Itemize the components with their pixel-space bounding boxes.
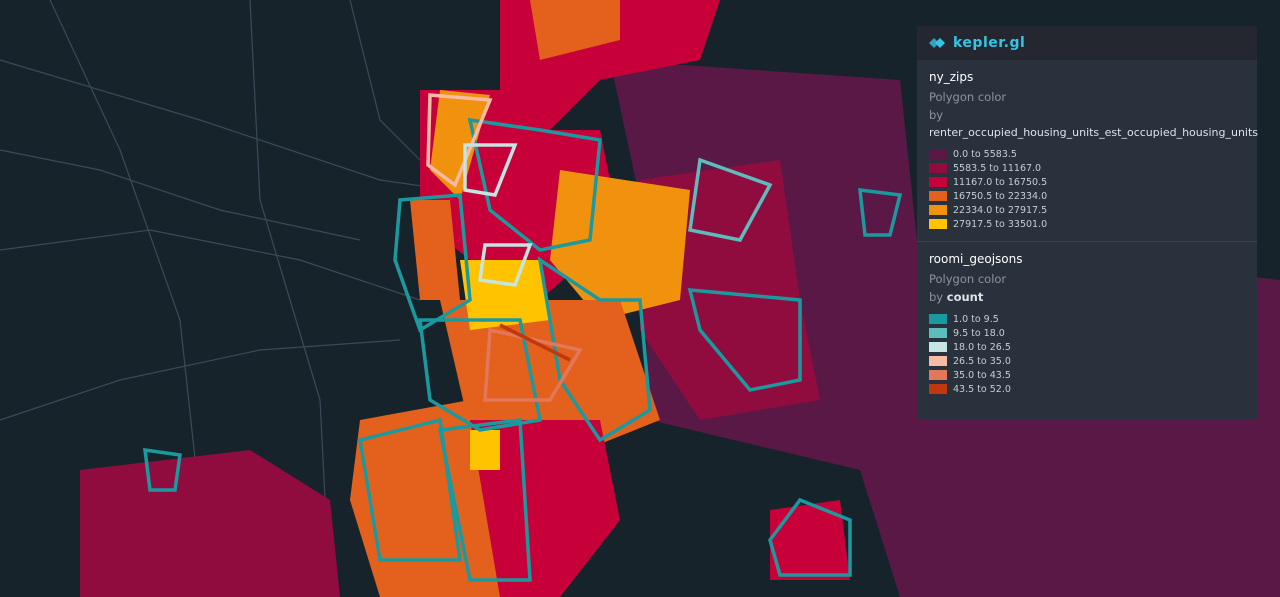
legend-label: 16750.5 to 22334.0 — [953, 190, 1048, 202]
by-label: by — [929, 108, 944, 122]
road — [0, 339, 401, 421]
roomi-outline — [467, 117, 602, 252]
color-swatch — [929, 342, 947, 352]
logo-icon — [929, 38, 945, 48]
road — [0, 229, 421, 301]
color-swatch — [929, 219, 947, 229]
property-label: Polygon color — [929, 90, 1007, 104]
legend-row: 0.0 to 5583.5 — [929, 147, 1245, 161]
field-name: count — [946, 290, 984, 304]
zip-area — [470, 430, 500, 470]
legend-row: 16750.5 to 22334.0 — [929, 189, 1245, 203]
roomi-outline — [393, 193, 472, 333]
legend-label: 43.5 to 52.0 — [953, 383, 1011, 395]
legend-row: 9.5 to 18.0 — [929, 326, 1245, 340]
road — [349, 0, 421, 161]
color-swatch — [929, 177, 947, 187]
legend-row: 22334.0 to 27917.5 — [929, 203, 1245, 217]
legend-layer: roomi_geojsons Polygon color by count 1.0 t… — [917, 241, 1257, 406]
roomi-outline — [437, 418, 532, 582]
legend-panel: kepler.gl ny_zips Polygon color by renter_o… — [917, 26, 1259, 419]
legend-row: 26.5 to 35.0 — [929, 354, 1245, 368]
roomi-outline — [858, 187, 903, 237]
color-swatch — [929, 314, 947, 324]
roomi-outlines — [142, 93, 903, 582]
color-swatch — [929, 205, 947, 215]
legend-label: 9.5 to 18.0 — [953, 327, 1005, 339]
zip-area — [460, 260, 550, 330]
legend-row: 18.0 to 26.5 — [929, 340, 1245, 354]
layer-name: roomi_geojsons — [929, 252, 1023, 266]
zip-area — [410, 200, 460, 300]
color-swatch — [929, 163, 947, 173]
legend-row: 43.5 to 52.0 — [929, 382, 1245, 396]
legend-label: 27917.5 to 33501.0 — [953, 218, 1048, 230]
legend-row: 11167.0 to 16750.5 — [929, 175, 1245, 189]
zip-area — [530, 0, 620, 60]
color-swatch — [929, 328, 947, 338]
road — [0, 149, 361, 241]
zip-area — [80, 450, 340, 597]
logo: kepler.gl — [953, 35, 1026, 51]
roomi-outline — [499, 323, 571, 362]
zip-area — [550, 170, 690, 320]
roomi-outline — [418, 318, 543, 432]
zip-area — [430, 90, 490, 200]
legend-layer: ny_zips Polygon color by renter_occupied_ho… — [917, 60, 1259, 241]
roomi-outline — [426, 93, 493, 188]
color-swatch — [929, 191, 947, 201]
legend-label: 5583.5 to 11167.0 — [953, 162, 1042, 174]
legend-row: 27917.5 to 33501.0 — [929, 217, 1245, 231]
property-label: Polygon color — [929, 272, 1007, 286]
roomi-outline — [358, 417, 463, 562]
color-swatch — [929, 149, 947, 159]
legend-header: kepler.gl — [917, 26, 1257, 60]
roomi-outline — [478, 243, 533, 287]
roomi-outline — [142, 447, 182, 492]
legend-label: 26.5 to 35.0 — [953, 355, 1011, 367]
zip-area — [470, 420, 620, 597]
legend-label: 1.0 to 9.5 — [953, 313, 999, 325]
legend-layers: ny_zips Polygon color by renter_occupied_ho… — [917, 60, 1259, 406]
zip-area — [770, 500, 850, 580]
legend-row: 35.0 to 43.5 — [929, 368, 1245, 382]
roomi-outline — [687, 288, 802, 392]
roomi-outline — [768, 497, 852, 577]
field-name: renter_occupied_housing_units_est_occupi… — [929, 126, 1259, 139]
color-swatch — [929, 370, 947, 380]
roomi-outline — [688, 157, 773, 242]
roomi-outline — [463, 143, 518, 197]
layer-name: ny_zips — [929, 70, 974, 84]
by-label: by — [929, 290, 944, 304]
by-line: by count — [929, 290, 1245, 304]
legend-label: 11167.0 to 16750.5 — [953, 176, 1048, 188]
legend-row: 5583.5 to 11167.0 — [929, 161, 1245, 175]
legend-label: 35.0 to 43.5 — [953, 369, 1011, 381]
legend-row: 1.0 to 9.5 — [929, 312, 1245, 326]
color-swatch — [929, 356, 947, 366]
color-swatch — [929, 384, 947, 394]
legend-label: 22334.0 to 27917.5 — [953, 204, 1048, 216]
legend-label: 18.0 to 26.5 — [953, 341, 1011, 353]
road — [0, 59, 451, 191]
roomi-outline — [483, 327, 583, 402]
legend-label: 0.0 to 5583.5 — [953, 148, 1017, 160]
